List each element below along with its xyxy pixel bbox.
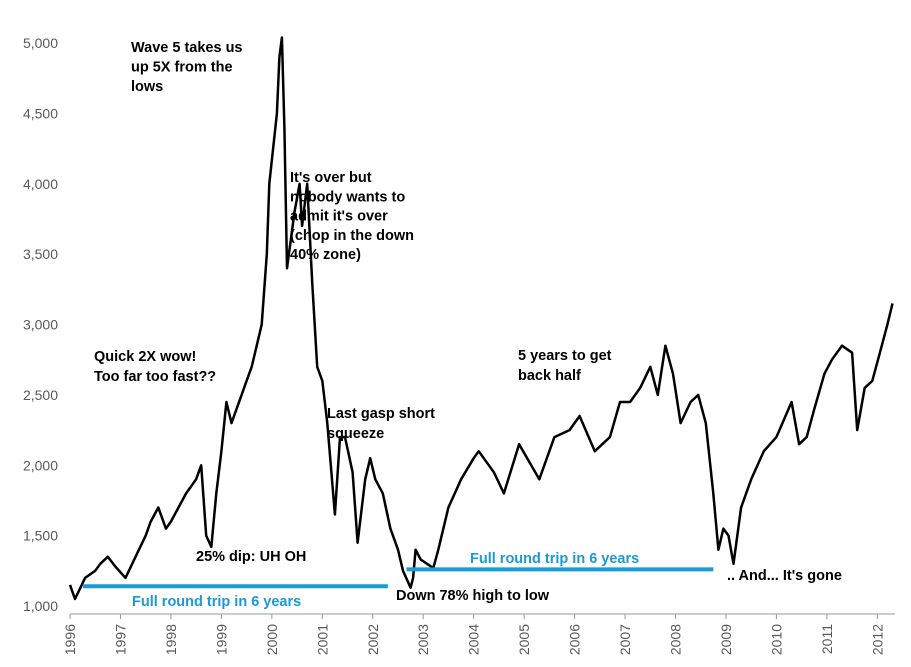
annotation: lows — [131, 79, 163, 95]
y-tick-label: 3,000 — [23, 317, 58, 333]
x-tick-label: 1996 — [62, 624, 78, 655]
y-tick-label: 3,500 — [23, 246, 58, 262]
x-tick-label: 2003 — [415, 624, 431, 655]
y-tick-label: 4,500 — [23, 105, 58, 121]
annotation: Down 78% high to low — [396, 588, 550, 604]
x-tick-label: 1997 — [112, 624, 128, 655]
annotation: admit it's over — [290, 209, 388, 225]
x-tick-label: 2011 — [819, 624, 835, 654]
x-tick-label: 2007 — [617, 624, 633, 655]
y-tick-label: 2,500 — [23, 387, 58, 403]
x-tick-label: 2010 — [768, 624, 784, 655]
annotation: squeeze — [327, 426, 384, 442]
annotation: 5 years to get — [518, 348, 612, 364]
annotation: back half — [518, 368, 581, 384]
x-tick-label: 2012 — [869, 624, 885, 655]
annotation: Wave 5 takes us — [131, 40, 243, 56]
annotation: 40% zone) — [290, 247, 361, 263]
annotation: up 5X from the — [131, 60, 233, 76]
annotation: Too far too fast?? — [94, 369, 216, 385]
x-tick-label: 1999 — [213, 624, 229, 655]
round-trip-label: Full round trip in 6 years — [470, 551, 639, 567]
x-tick-label: 2008 — [668, 624, 684, 655]
y-tick-label: 5,000 — [23, 35, 58, 51]
y-tick-label: 1,000 — [23, 598, 58, 614]
annotation: .. And... It's gone — [727, 568, 842, 584]
annotation: nobody wants to — [290, 189, 405, 205]
x-tick-label: 2001 — [314, 624, 330, 655]
line — [68, 36, 894, 601]
annotation: 25% dip: UH OH — [196, 549, 306, 565]
annotation: Quick 2X wow! — [94, 349, 196, 365]
x-tick-label: 2005 — [516, 624, 532, 655]
annotation: (chop in the down — [290, 228, 414, 244]
y-tick-label: 2,000 — [23, 457, 58, 473]
x-tick-label: 2004 — [466, 624, 482, 655]
y-tick-label: 1,500 — [23, 528, 58, 544]
x-tick-label: 2009 — [718, 624, 734, 655]
y-tick-label: 4,000 — [23, 176, 58, 192]
x-tick-label: 1998 — [163, 624, 179, 655]
annotation: It's over but — [290, 170, 372, 186]
annotation: Last gasp short — [327, 406, 435, 422]
round-trip-label: Full round trip in 6 years — [132, 594, 301, 610]
x-tick-label: 2000 — [264, 624, 280, 655]
x-tick-label: 2006 — [567, 624, 583, 655]
x-tick-label: 2002 — [365, 624, 381, 655]
